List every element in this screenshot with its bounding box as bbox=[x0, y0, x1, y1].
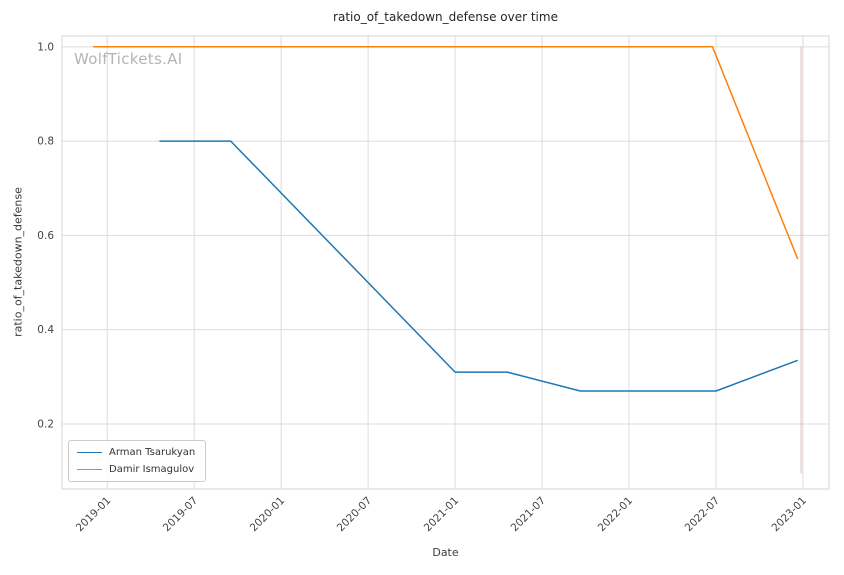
x-tick-label: 2019-01 bbox=[74, 495, 114, 535]
y-tick-label: 0.2 bbox=[37, 418, 54, 430]
legend-line-swatch bbox=[77, 452, 102, 453]
x-axis-label: Date bbox=[432, 546, 459, 559]
x-tick-label: 2021-07 bbox=[509, 495, 549, 535]
x-tick-label: 2019-07 bbox=[161, 495, 201, 535]
legend-label: Damir Ismagulov bbox=[109, 464, 195, 475]
series-line-damir-ismagulov bbox=[93, 46, 799, 260]
x-tick-label: 2020-01 bbox=[248, 495, 288, 535]
legend-item-damir-ismagulov: Damir Ismagulov bbox=[77, 464, 195, 475]
legend-label: Arman Tsarukyan bbox=[109, 447, 196, 458]
y-tick-label: 0.8 bbox=[37, 136, 54, 148]
x-tick-label: 2022-07 bbox=[683, 495, 723, 535]
x-tick-label: 2020-07 bbox=[335, 495, 375, 535]
series-line-arman-tsarukyan bbox=[159, 140, 798, 392]
chart-title: ratio_of_takedown_defense over time bbox=[333, 10, 558, 24]
x-tick-label: 2021-01 bbox=[422, 495, 462, 535]
x-tick-label: 2022-01 bbox=[596, 495, 636, 535]
y-axis-label: ratio_of_takedown_defense bbox=[11, 187, 25, 337]
y-tick-label: 1.0 bbox=[37, 41, 54, 53]
legend-box: Arman Tsarukyan Damir Ismagulov bbox=[68, 440, 207, 482]
plot-border bbox=[61, 35, 830, 490]
y-tick-label: 0.4 bbox=[37, 324, 54, 336]
y-tick-label: 0.6 bbox=[37, 230, 54, 242]
legend-item-arman-tsarukyan: Arman Tsarukyan bbox=[77, 447, 195, 458]
legend-line-swatch bbox=[77, 469, 102, 470]
x-tick-label: 2023-01 bbox=[770, 495, 810, 535]
watermark-wolftickets: WolfTickets.AI bbox=[74, 50, 183, 68]
